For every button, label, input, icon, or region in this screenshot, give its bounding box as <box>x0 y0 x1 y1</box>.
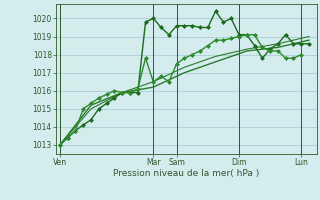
X-axis label: Pression niveau de la mer( hPa ): Pression niveau de la mer( hPa ) <box>113 169 260 178</box>
